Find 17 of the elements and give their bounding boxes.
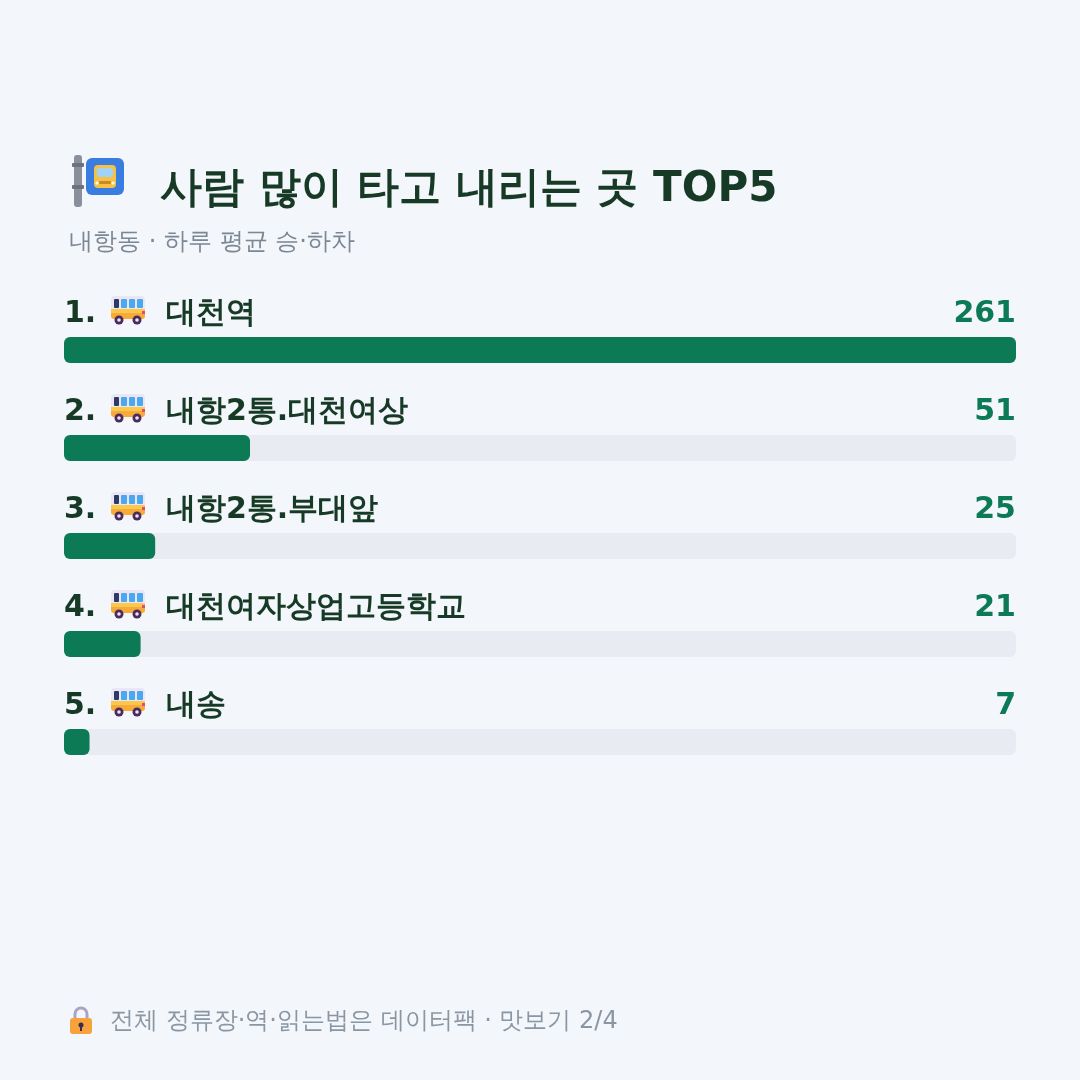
data-label: 7	[995, 685, 1016, 721]
bar	[64, 631, 141, 657]
data-label: 21	[974, 587, 1016, 623]
category-label: 1. 대천역	[64, 293, 256, 329]
bar	[64, 533, 156, 559]
chart-title: 사람 많이 타고 내리는 곳 TOP5	[160, 161, 778, 211]
bar	[64, 435, 251, 461]
chart-subtitle: 내항동 · 하루 평균 승·하차	[69, 227, 355, 255]
category-label: 4. 대천여자상업고등학교	[64, 587, 466, 623]
data-label: 261	[953, 293, 1016, 329]
bar	[64, 729, 90, 755]
category-label: 3. 내항2통.부대앞	[64, 489, 379, 525]
category-label: 5. 내송	[64, 685, 226, 721]
data-label: 51	[974, 391, 1016, 427]
category-label: 2. 내항2통.대천여상	[64, 391, 409, 427]
data-label: 25	[974, 489, 1016, 525]
text: 전체 정류장·역·읽는법은 데이터팩 · 맛보기 2/4	[110, 1006, 618, 1034]
